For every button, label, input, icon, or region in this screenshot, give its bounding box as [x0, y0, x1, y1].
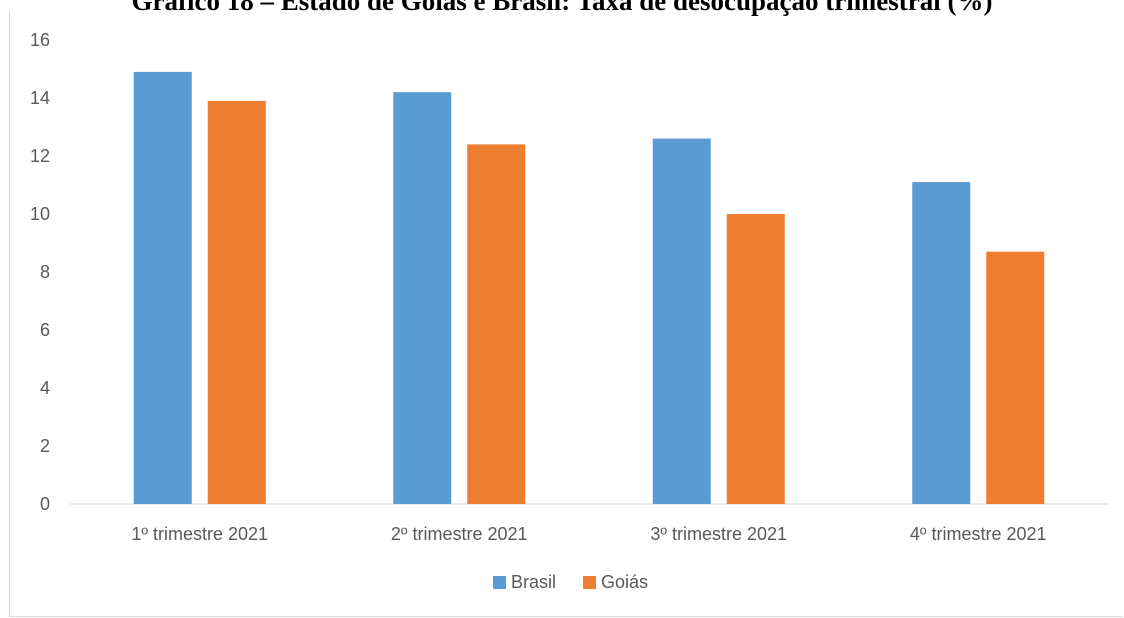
- y-tick-label: 10: [30, 204, 50, 224]
- x-tick-label: 3º trimestre 2021: [650, 524, 787, 544]
- legend-label: Brasil: [511, 572, 556, 592]
- y-tick-label: 6: [40, 320, 50, 340]
- legend-swatch-goi-s: [583, 576, 596, 589]
- bar-brasil-3: [652, 138, 711, 504]
- y-tick-label: 8: [40, 262, 50, 282]
- x-tick-label: 1º trimestre 2021: [131, 524, 268, 544]
- bar-goi-s-1: [207, 100, 266, 505]
- bar-goi-s-4: [986, 251, 1045, 504]
- x-tick-label: 2º trimestre 2021: [391, 524, 528, 544]
- bar-goi-s-2: [467, 144, 526, 504]
- y-tick-label: 4: [40, 378, 50, 398]
- bar-goi-s-3: [726, 214, 785, 504]
- y-tick-label: 2: [40, 436, 50, 456]
- chart-title: Gráfico 18 – Estado de Goiás e Brasil: T…: [131, 0, 993, 16]
- y-tick-label: 0: [40, 494, 50, 514]
- bar-brasil-2: [393, 92, 452, 504]
- x-tick-label: 4º trimestre 2021: [910, 524, 1047, 544]
- legend-label: Goiás: [601, 572, 648, 592]
- y-tick-label: 12: [30, 146, 50, 166]
- y-tick-label: 16: [30, 30, 50, 50]
- bar-brasil-1: [133, 71, 192, 505]
- legend-swatch-brasil: [493, 576, 506, 589]
- y-tick-label: 14: [30, 88, 50, 108]
- bar-brasil-4: [912, 182, 971, 504]
- chart-frame: [9, 12, 1122, 617]
